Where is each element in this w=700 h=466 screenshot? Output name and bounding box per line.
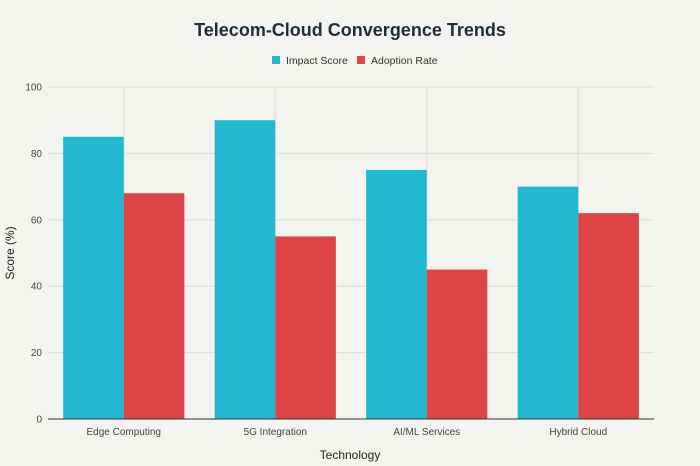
bar-adoption-rate: [426, 269, 488, 419]
legend-swatch-impact-score: [272, 56, 280, 64]
y-tick-label: 80: [31, 149, 43, 160]
chart-title: Telecom-Cloud Convergence Trends: [194, 20, 506, 40]
legend-swatch-adoption-rate: [357, 56, 365, 64]
bar-adoption-rate: [578, 213, 639, 419]
bars: [63, 120, 639, 420]
legend-label-impact-score: Impact Score: [286, 55, 348, 67]
x-tick-label: 5G Integration: [244, 427, 307, 438]
x-tick-label: AI/ML Services: [393, 427, 460, 438]
y-tick-label: 100: [25, 83, 42, 94]
legend: Impact Score Adoption Rate: [272, 55, 438, 67]
y-tick-label: 20: [31, 348, 43, 359]
legend-label-adoption-rate: Adoption Rate: [371, 55, 438, 67]
bar-impact-score: [214, 120, 276, 419]
bar-impact-score: [517, 186, 579, 419]
y-tick-label: 0: [36, 415, 42, 426]
bar-adoption-rate: [275, 236, 336, 419]
bar-impact-score: [366, 170, 427, 419]
bar-impact-score: [63, 136, 124, 420]
y-tick-label: 60: [31, 215, 43, 226]
y-tick-label: 40: [31, 282, 43, 293]
axes: 0 20 40 60 80 100 Edge Computing 5G Integration…: [25, 83, 654, 438]
x-tick-label: Edge Computing: [87, 427, 162, 438]
x-tick-label: Hybrid Cloud: [549, 427, 607, 438]
y-axis-title: Score (%): [3, 226, 17, 279]
x-axis-title: Technology: [320, 448, 381, 462]
bar-adoption-rate: [123, 193, 185, 419]
